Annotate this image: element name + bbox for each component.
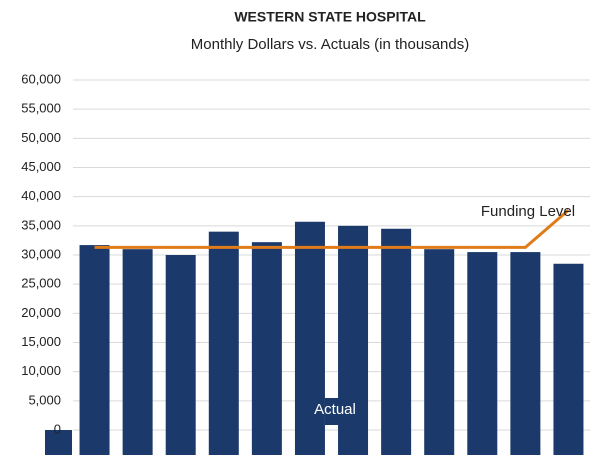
bar-base	[165, 430, 196, 455]
y-tick-label: 45,000	[21, 159, 61, 174]
legend-swatch	[325, 398, 345, 425]
y-tick-label: 5,000	[28, 392, 61, 407]
bar-base	[553, 430, 584, 455]
funding-line	[94, 208, 570, 249]
bar	[510, 252, 541, 430]
bar-base	[381, 430, 412, 455]
x-tick-label: AUG	[124, 434, 152, 449]
x-tick-label: NOV	[253, 434, 282, 449]
bar	[208, 231, 239, 430]
y-tick-label: 20,000	[21, 305, 61, 320]
y-tick-label: 10,000	[21, 363, 61, 378]
y-tick-label: 40,000	[21, 188, 61, 203]
bar-base	[122, 430, 153, 455]
bar	[251, 242, 282, 430]
y-tick-label: 50,000	[21, 130, 61, 145]
chart-subtitle: Monthly Dollars vs. Actuals (in thousand…	[191, 36, 469, 53]
bar	[381, 228, 412, 430]
bar-base	[338, 430, 369, 455]
bar-base	[510, 430, 541, 455]
x-tick-label: JUL	[83, 434, 106, 449]
bar-base	[208, 430, 239, 455]
legend-label: Funding Level	[481, 203, 575, 220]
x-tick-label: JAN	[341, 434, 366, 449]
bar	[424, 249, 455, 430]
x-tick-label: OCT	[210, 434, 238, 449]
bar	[553, 263, 584, 430]
bar	[79, 245, 110, 430]
y-tick-label: 15,000	[21, 334, 61, 349]
y-tick-label: 25,000	[21, 276, 61, 291]
bar	[165, 255, 196, 430]
bar-base	[294, 430, 325, 455]
bar-base	[79, 430, 110, 455]
chart-title: WESTERN STATE HOSPITAL	[234, 9, 426, 25]
y-tick-label: 30,000	[21, 246, 61, 261]
axis-base	[45, 430, 72, 455]
y-tick-label: 55,000	[21, 101, 61, 116]
y-tick-label: 60,000	[21, 71, 61, 86]
x-tick-label: DEC	[296, 434, 323, 449]
x-tick-label: APR	[469, 434, 496, 449]
bar	[338, 225, 369, 430]
y-tick-label: 0	[54, 421, 61, 436]
bar-base	[424, 430, 455, 455]
y-tick-label: 35,000	[21, 217, 61, 232]
x-tick-label: MAR	[425, 434, 454, 449]
x-tick-label: FEB	[383, 434, 408, 449]
legend-label: Actual	[314, 401, 356, 418]
x-tick-label: SEP	[168, 434, 194, 449]
bar	[122, 249, 153, 430]
bar	[467, 252, 498, 430]
bar-base	[251, 430, 282, 455]
x-tick-label: JUN	[556, 434, 581, 449]
bar	[294, 221, 325, 430]
bar-base	[467, 430, 498, 455]
x-tick-label: MAY	[512, 434, 540, 449]
